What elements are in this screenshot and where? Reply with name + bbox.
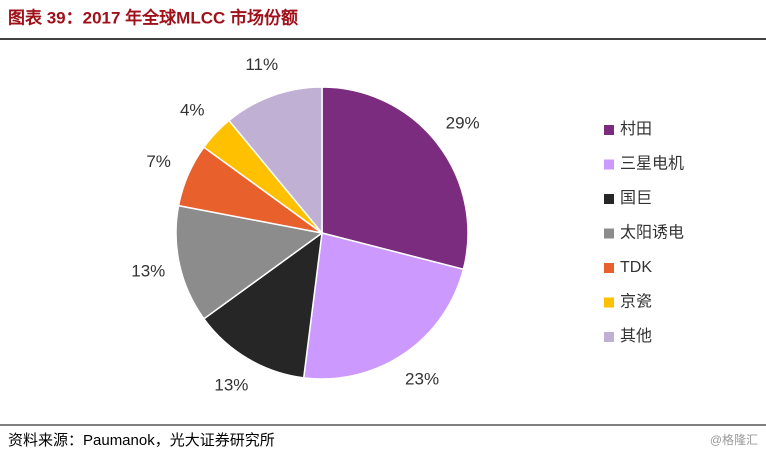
pie-slice [175, 204, 324, 320]
pie-slice [321, 86, 469, 271]
pie-slice [202, 231, 323, 379]
source: 资料来源：Paumanok，光大证券研究所 [8, 432, 275, 449]
legend-label: 其他 [620, 327, 652, 345]
data-label: 13% [131, 261, 165, 280]
data-label: 7% [146, 152, 171, 171]
data-label: 13% [214, 376, 248, 395]
pie-slice [302, 232, 465, 380]
chart-title: 图表 39：2017 年全球MLCC 市场份额 [8, 7, 298, 27]
legend-label: 京瓷 [620, 293, 652, 311]
legend-label: 村田 [620, 120, 652, 138]
data-label: 4% [180, 101, 205, 120]
legend-swatch [604, 263, 614, 273]
legend-label: 国巨 [620, 190, 652, 207]
legend-swatch [604, 159, 614, 170]
legend-swatch [604, 125, 614, 135]
legend-label: TDK [620, 259, 652, 276]
legend-swatch [604, 194, 614, 204]
legend-swatch [604, 228, 614, 239]
legend-swatch [604, 332, 614, 342]
legend-label: 三星电机 [620, 155, 684, 173]
data-label: 23% [405, 370, 439, 389]
data-label: 29% [446, 113, 480, 132]
legend-label: 太阳诱电 [620, 224, 684, 242]
legend-swatch [604, 297, 614, 308]
data-label: 11% [245, 55, 278, 74]
watermark: @格隆汇 [710, 432, 758, 447]
pie-slice [227, 86, 323, 236]
